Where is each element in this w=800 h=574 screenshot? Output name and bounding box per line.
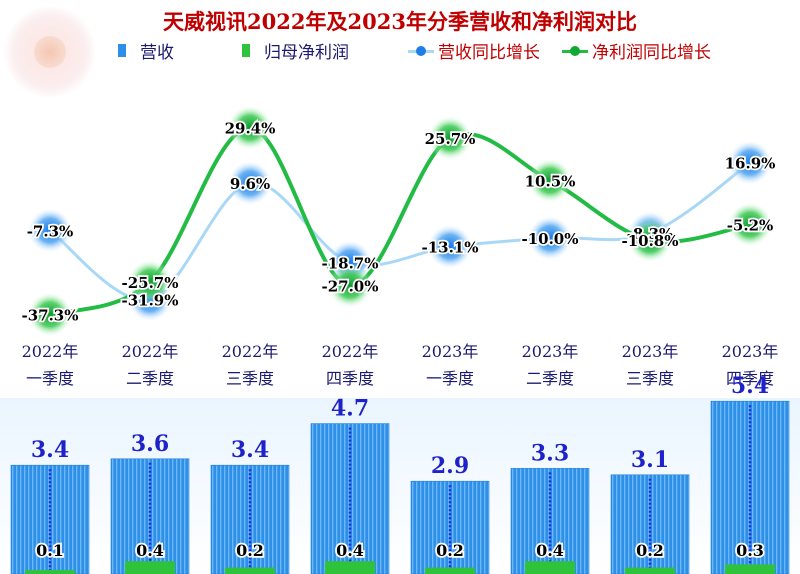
net-profit-bar-label: 0.2 bbox=[236, 541, 264, 560]
category-label-year: 2022年 bbox=[222, 342, 279, 361]
revenue-growth-label: -8.3% bbox=[627, 225, 674, 243]
revenue-growth-point bbox=[228, 161, 272, 206]
category-label-year: 2023年 bbox=[522, 342, 579, 361]
category-label-quarter: 二季度 bbox=[126, 369, 174, 388]
revenue-growth-point bbox=[728, 140, 772, 185]
revenue-growth-label: 9.6% bbox=[230, 175, 270, 193]
legend-swatch-revenue bbox=[118, 44, 126, 57]
category-label-year: 2022年 bbox=[22, 342, 79, 361]
revenue-bar bbox=[10, 464, 90, 574]
revenue-growth-label: -7.3% bbox=[27, 222, 74, 240]
logo bbox=[4, 6, 96, 98]
net-profit-bar-label: 0.2 bbox=[436, 541, 464, 560]
profit-growth-point bbox=[128, 259, 172, 304]
legend-label-profit-growth: 净利润同比增长 bbox=[592, 43, 711, 63]
revenue-bar-label: 2.9 bbox=[431, 453, 469, 479]
net-profit-bar-label: 0.4 bbox=[536, 541, 564, 560]
net-profit-bar bbox=[725, 564, 775, 574]
profit-growth-label: -25.7% bbox=[121, 274, 178, 292]
profit-growth-label: 25.7% bbox=[425, 130, 476, 148]
net-profit-bar bbox=[125, 561, 175, 574]
profit-growth-label: -27.0% bbox=[321, 278, 378, 296]
profit-growth-point bbox=[28, 292, 72, 337]
category-label-quarter: 一季度 bbox=[426, 369, 474, 388]
revenue-bar-label: 3.3 bbox=[531, 440, 569, 466]
revenue-bar-label: 3.4 bbox=[231, 437, 269, 463]
revenue-growth-point bbox=[428, 224, 472, 269]
revenue-bar-label: 3.1 bbox=[631, 447, 669, 473]
revenue-growth-label: -18.7% bbox=[321, 254, 378, 272]
legend-item-revenue-growth: 营收同比增长 bbox=[408, 38, 540, 63]
profit-growth-label: -5.2% bbox=[727, 217, 774, 235]
profit-growth-label: 29.4% bbox=[225, 120, 276, 138]
net-profit-bar-label: 0.3 bbox=[736, 541, 764, 560]
net-profit-bar-label: 0.1 bbox=[36, 541, 64, 560]
profit-growth-point bbox=[628, 218, 672, 263]
legend-item-profit-growth: 净利润同比增长 bbox=[562, 38, 711, 63]
profit-growth-point bbox=[428, 116, 472, 161]
revenue-bar-label: 5.4 bbox=[731, 373, 769, 399]
revenue-bar bbox=[210, 464, 290, 574]
profit-growth-line bbox=[49, 125, 751, 317]
profit-growth-point bbox=[228, 105, 272, 150]
net-profit-bar bbox=[525, 561, 575, 574]
net-profit-bar-label: 0.4 bbox=[136, 541, 164, 560]
category-label-quarter: 三季度 bbox=[626, 369, 674, 388]
legend-label-net-profit: 归母净利润 bbox=[264, 43, 349, 63]
net-profit-bar bbox=[325, 561, 375, 574]
revenue-growth-label: -13.1% bbox=[421, 239, 478, 257]
profit-growth-label: -37.3% bbox=[21, 306, 78, 324]
net-profit-bar-label: 0.4 bbox=[336, 541, 364, 560]
category-label-year: 2022年 bbox=[322, 342, 379, 361]
chart-title: 天威视讯2022年及2023年分季营收和净利润对比 bbox=[163, 9, 637, 34]
profit-growth-point bbox=[328, 263, 372, 308]
category-label-year: 2023年 bbox=[422, 342, 479, 361]
revenue-growth-label: -10.0% bbox=[521, 230, 578, 248]
revenue-bar-label: 3.4 bbox=[31, 437, 69, 463]
revenue-growth-label: -31.9% bbox=[121, 291, 178, 309]
revenue-bar-label: 3.6 bbox=[131, 431, 169, 457]
legend-swatch-net-profit bbox=[242, 44, 250, 57]
category-label-year: 2023年 bbox=[722, 342, 779, 361]
legend-item-revenue: 营收 bbox=[118, 38, 174, 63]
category-label-quarter: 四季度 bbox=[326, 369, 374, 388]
legend-swatch-revenue-growth bbox=[408, 44, 434, 58]
revenue-growth-label: 16.9% bbox=[725, 155, 776, 173]
category-label-quarter: 一季度 bbox=[26, 369, 74, 388]
net-profit-bar bbox=[225, 567, 275, 574]
profit-growth-point bbox=[528, 158, 572, 203]
profit-growth-label: 10.5% bbox=[525, 173, 576, 191]
legend-label-revenue: 营收 bbox=[140, 43, 174, 63]
profit-growth-label: -10.8% bbox=[621, 232, 678, 250]
profit-growth-point bbox=[728, 202, 772, 247]
legend-item-net-profit: 归母净利润 bbox=[242, 38, 349, 63]
revenue-growth-point bbox=[28, 208, 72, 253]
category-label-year: 2023年 bbox=[622, 342, 679, 361]
category-label-year: 2022年 bbox=[122, 342, 179, 361]
revenue-growth-point bbox=[528, 216, 572, 260]
category-label-quarter: 二季度 bbox=[526, 369, 574, 388]
revenue-bar-label: 4.7 bbox=[331, 396, 369, 422]
category-label-quarter: 三季度 bbox=[226, 369, 274, 388]
net-profit-bar bbox=[425, 567, 475, 574]
legend-swatch-profit-growth bbox=[562, 44, 588, 58]
net-profit-bar bbox=[25, 570, 75, 574]
legend-label-revenue-growth: 营收同比增长 bbox=[438, 43, 540, 63]
net-profit-bar bbox=[625, 567, 675, 574]
legend: 营收 归母净利润 营收同比增长 净利润同比增长 bbox=[110, 38, 800, 64]
category-label-quarter: 四季度 bbox=[726, 369, 774, 388]
net-profit-bar-label: 0.2 bbox=[636, 541, 664, 560]
